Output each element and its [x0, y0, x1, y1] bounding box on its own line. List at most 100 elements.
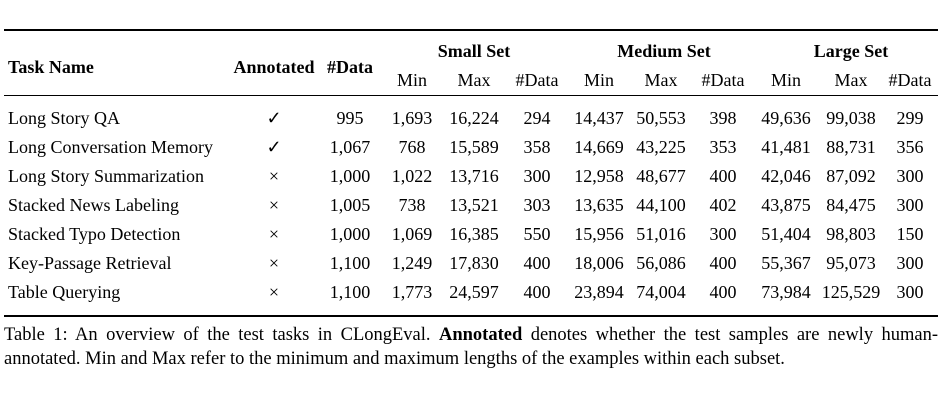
large-data-cell: 150	[896, 224, 924, 244]
medium-max-cell: 56,086	[636, 253, 686, 273]
medium-data-cell: 402	[709, 195, 737, 215]
data-count-cell: 995	[336, 108, 364, 128]
medium-max-cell: 48,677	[636, 166, 686, 186]
caption-prefix: Table 1: An overview of the test tasks i…	[4, 325, 431, 345]
data-count-cell: 1,100	[329, 282, 371, 302]
large-min-cell: 55,367	[761, 253, 811, 273]
medium-max-cell: 51,016	[636, 224, 686, 244]
medium-min-cell: 18,006	[574, 253, 624, 273]
data-count-cell: 1,000	[329, 166, 371, 186]
header-annotated: Annotated	[233, 57, 315, 77]
medium-data-cell: 400	[709, 282, 737, 302]
small-min-cell: 768	[398, 137, 426, 157]
medium-min-cell: 13,635	[574, 195, 624, 215]
header-small-data: #Data	[515, 70, 559, 90]
small-min-cell: 1,693	[391, 108, 433, 128]
small-max-cell: 16,385	[449, 224, 499, 244]
small-data-cell: 303	[523, 195, 551, 215]
large-max-cell: 125,529	[821, 282, 881, 302]
annotated-cell: ×	[268, 282, 280, 302]
data-count-cell: 1,067	[329, 137, 371, 157]
header-medium-set: Medium Set	[617, 41, 711, 61]
medium-min-cell: 14,437	[574, 108, 624, 128]
bottom-rule	[4, 315, 938, 317]
small-min-cell: 738	[398, 195, 426, 215]
large-max-cell: 84,475	[826, 195, 876, 215]
small-min-cell: 1,773	[391, 282, 433, 302]
small-max-cell: 13,716	[449, 166, 499, 186]
small-min-cell: 1,022	[391, 166, 433, 186]
annotated-cell: ×	[268, 195, 280, 215]
header-medium-min: Min	[583, 70, 615, 90]
task-name-cell: Table Querying	[8, 282, 121, 302]
task-name-cell: Stacked News Labeling	[8, 195, 179, 215]
large-data-cell: 300	[896, 253, 924, 273]
medium-min-cell: 12,958	[574, 166, 624, 186]
header-task-name: Task Name	[8, 57, 94, 77]
large-data-cell: 299	[896, 108, 924, 128]
small-max-cell: 15,589	[449, 137, 499, 157]
large-min-cell: 42,046	[761, 166, 811, 186]
task-name-cell: Key-Passage Retrieval	[8, 253, 172, 273]
medium-max-cell: 44,100	[636, 195, 686, 215]
header-small-min: Min	[396, 70, 428, 90]
data-count-cell: 1,100	[329, 253, 371, 273]
small-max-cell: 16,224	[449, 108, 499, 128]
annotated-cell: ×	[268, 224, 280, 244]
medium-min-cell: 23,894	[574, 282, 624, 302]
large-min-cell: 51,404	[761, 224, 811, 244]
small-data-cell: 358	[523, 137, 551, 157]
annotated-cell: ×	[268, 253, 280, 273]
large-max-cell: 99,038	[826, 108, 876, 128]
table-caption: Table 1: An overview of the test tasks i…	[4, 323, 938, 371]
medium-max-cell: 43,225	[636, 137, 686, 157]
small-data-cell: 300	[523, 166, 551, 186]
small-data-cell: 294	[523, 108, 551, 128]
task-name-cell: Long Story QA	[8, 108, 120, 128]
data-count-cell: 1,005	[329, 195, 371, 215]
medium-min-cell: 15,956	[574, 224, 624, 244]
annotated-cell: ✓	[266, 108, 282, 128]
annotated-cell: ×	[268, 166, 280, 186]
large-max-cell: 88,731	[826, 137, 876, 157]
header-data: #Data	[327, 57, 373, 77]
medium-max-cell: 50,553	[636, 108, 686, 128]
top-rule	[4, 29, 938, 31]
medium-data-cell: 300	[709, 224, 737, 244]
large-data-cell: 300	[896, 195, 924, 215]
small-data-cell: 550	[523, 224, 551, 244]
task-name-cell: Long Conversation Memory	[8, 137, 213, 157]
small-max-cell: 13,521	[449, 195, 499, 215]
medium-max-cell: 74,004	[636, 282, 686, 302]
large-min-cell: 73,984	[761, 282, 811, 302]
large-data-cell: 300	[896, 282, 924, 302]
task-name-cell: Long Story Summarization	[8, 166, 204, 186]
large-max-cell: 98,803	[826, 224, 876, 244]
header-small-set: Small Set	[437, 41, 511, 61]
medium-data-cell: 353	[709, 137, 737, 157]
small-min-cell: 1,069	[391, 224, 433, 244]
small-data-cell: 400	[523, 253, 551, 273]
header-medium-max: Max	[644, 70, 678, 90]
header-large-set: Large Set	[813, 41, 889, 61]
small-max-cell: 24,597	[449, 282, 499, 302]
small-min-cell: 1,249	[391, 253, 433, 273]
medium-min-cell: 14,669	[574, 137, 624, 157]
small-data-cell: 400	[523, 282, 551, 302]
header-rule	[4, 95, 938, 96]
medium-data-cell: 400	[709, 166, 737, 186]
small-max-cell: 17,830	[449, 253, 499, 273]
large-max-cell: 95,073	[826, 253, 876, 273]
medium-data-cell: 398	[709, 108, 737, 128]
header-large-data: #Data	[888, 70, 932, 90]
large-max-cell: 87,092	[826, 166, 876, 186]
large-data-cell: 300	[896, 166, 924, 186]
task-name-cell: Stacked Typo Detection	[8, 224, 181, 244]
large-min-cell: 43,875	[761, 195, 811, 215]
large-data-cell: 356	[896, 137, 924, 157]
medium-data-cell: 400	[709, 253, 737, 273]
header-large-max: Max	[834, 70, 868, 90]
header-medium-data: #Data	[701, 70, 745, 90]
caption-bold-term: Annotated	[438, 325, 523, 345]
large-min-cell: 41,481	[761, 137, 811, 157]
